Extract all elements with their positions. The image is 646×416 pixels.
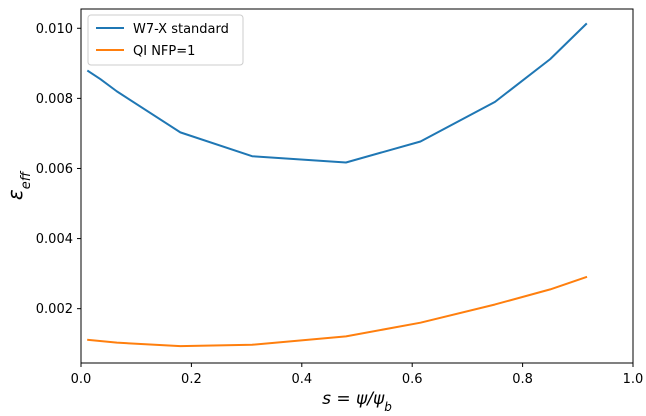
x-tick-label: 0.2 (181, 372, 202, 387)
legend: W7-X standard QI NFP=1 (87, 14, 244, 66)
series-line-2 (87, 275, 588, 348)
x-axis-label: s = ψ/ψb (322, 389, 392, 412)
legend-label-2: QI NFP=1 (133, 44, 195, 59)
x-tick-label: 1.0 (623, 372, 644, 387)
y-axis-label: εeff (3, 170, 34, 200)
x-tick-label: 0.4 (291, 372, 312, 387)
plot-area (86, 22, 588, 348)
y-tick-label: 0.004 (36, 232, 73, 247)
y-tick-label: 0.008 (36, 92, 73, 107)
series-line-1 (86, 22, 588, 164)
y-tick-label: 0.010 (36, 22, 73, 37)
axes-frame (80, 8, 634, 364)
legend-box (87, 14, 244, 66)
x-tick-label: 0.0 (71, 372, 92, 387)
x-tick-label: 0.6 (402, 372, 423, 387)
y-tick-label: 0.002 (36, 302, 73, 317)
legend-label-1: W7-X standard (133, 22, 229, 37)
axes: 0.0 0.2 0.4 0.6 0.8 1.0 0.002 0.004 0.006 0.008 0.… (3, 8, 644, 414)
y-tick-label: 0.006 (36, 162, 73, 177)
x-tick-label: 0.8 (512, 372, 533, 387)
